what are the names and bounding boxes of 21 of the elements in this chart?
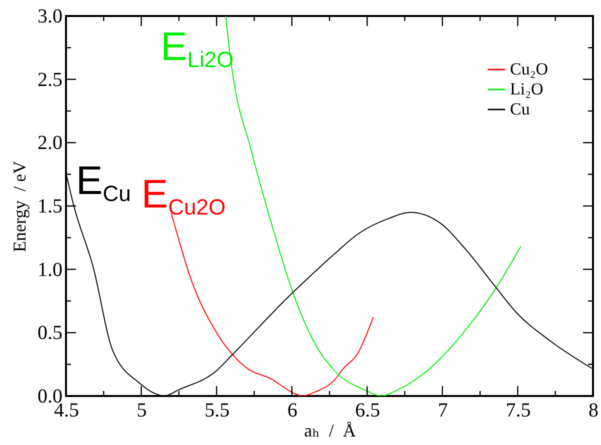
- x-tick-label: 7.5: [506, 400, 531, 422]
- annotation: E$_{Cu}$: [76, 159, 131, 206]
- y-tick-label: 1.0: [38, 258, 62, 281]
- legend-label: Cu: [510, 100, 530, 118]
- x-tick-label: 8: [588, 400, 598, 422]
- x-tick-label: 5: [136, 400, 147, 422]
- y-tick-label: 2.0: [38, 132, 62, 154]
- y-tick-label: 2.5: [38, 68, 62, 91]
- annotation: E$_{Cu2O}$: [141, 172, 226, 220]
- x-tick-label: 5.5: [204, 400, 230, 422]
- y-tick-label: 1.5: [38, 196, 62, 218]
- y-tick-label: 0.5: [38, 322, 62, 344]
- x-tick-label: 6: [287, 400, 298, 422]
- legend-label: Cu₂O: [510, 60, 548, 78]
- line-series: [170, 213, 374, 396]
- x-axis-title: aₕ / Å: [304, 420, 356, 440]
- y-tick-label: 3.0: [38, 6, 62, 28]
- y-axis-title: Energy / eV: [10, 160, 30, 252]
- x-tick-label: 7: [438, 400, 448, 422]
- x-tick-label: 6.5: [355, 400, 380, 422]
- legend-label: Li₂O: [510, 80, 544, 98]
